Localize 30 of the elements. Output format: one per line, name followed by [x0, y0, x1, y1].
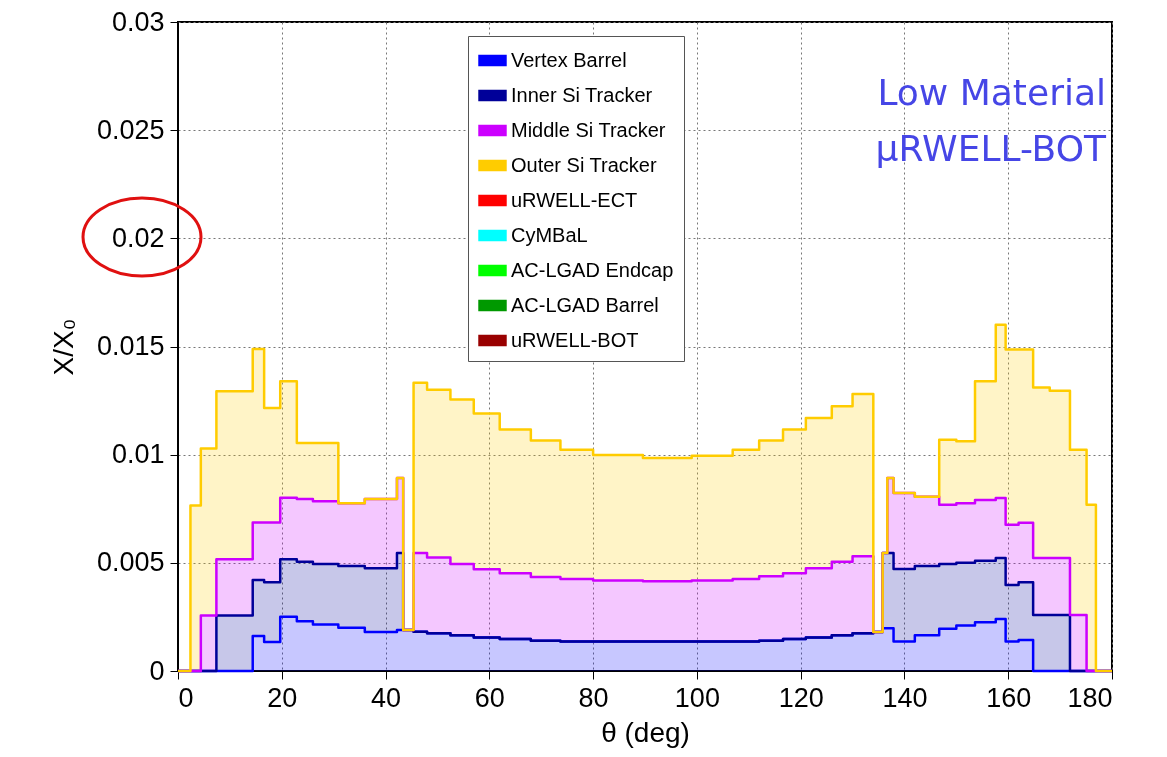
- x-tick-label: 0: [178, 682, 194, 713]
- x-axis-title: θ (deg): [601, 716, 690, 748]
- x-tick-label: 100: [674, 682, 720, 713]
- y-axis-title: X/X₀: [47, 318, 79, 376]
- x-tick-label: 160: [986, 682, 1032, 713]
- legend-label: Middle Si Tracker: [511, 118, 666, 141]
- legend-label: Vertex Barrel: [511, 48, 627, 71]
- y-tick-label: 0.005: [96, 547, 165, 578]
- y-tick-label: 0.01: [111, 439, 165, 470]
- x-tick-label: 60: [474, 682, 505, 713]
- y-tick-label: 0.025: [96, 114, 165, 145]
- legend-label: uRWELL-BOT: [511, 328, 639, 351]
- x-tick-label: 40: [371, 682, 402, 713]
- legend-label: uRWELL-ECT: [511, 188, 638, 211]
- legend-label: AC-LGAD Barrel: [511, 293, 659, 316]
- legend-label: Outer Si Tracker: [511, 153, 657, 176]
- x-tick-label: 20: [267, 682, 298, 713]
- y-tick-label: 0.02: [111, 222, 165, 253]
- x-tick-label: 120: [778, 682, 824, 713]
- legend-label: Inner Si Tracker: [511, 83, 653, 106]
- y-tick-label: 0.03: [111, 6, 165, 37]
- x-tick-label: 80: [578, 682, 609, 713]
- x-tick-label: 140: [882, 682, 928, 713]
- annotation: Low Material: [877, 72, 1106, 113]
- legend-label: AC-LGAD Endcap: [511, 258, 674, 281]
- annotation: μRWELL-BOT: [875, 128, 1107, 169]
- x-tick-label: 180: [1067, 682, 1113, 713]
- legend-label: CyMBaL: [511, 223, 588, 246]
- y-tick-label: 0.015: [96, 331, 165, 361]
- y-tick-label: 0: [149, 655, 165, 686]
